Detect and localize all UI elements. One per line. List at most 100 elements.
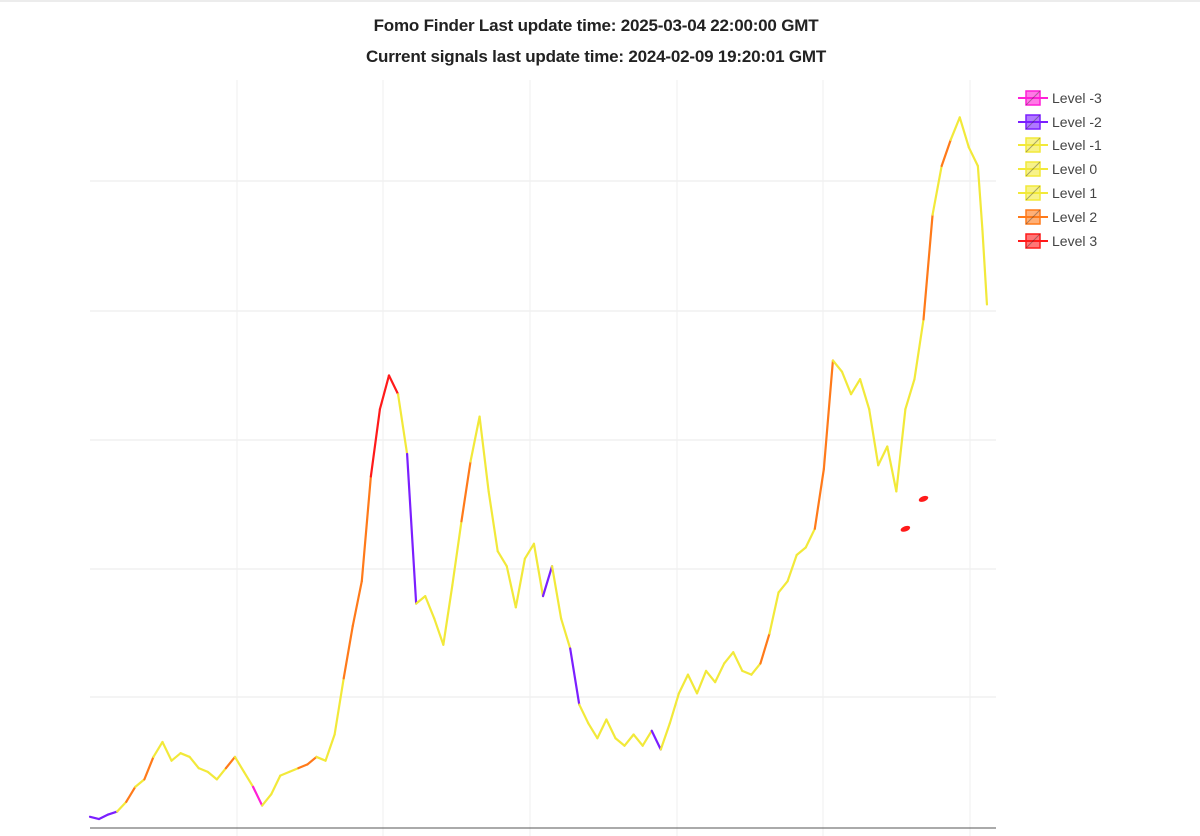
series-segment bbox=[487, 490, 499, 553]
series-segment bbox=[224, 755, 237, 770]
series-segment bbox=[931, 164, 943, 216]
series-segment bbox=[840, 370, 853, 396]
series-segment bbox=[523, 542, 536, 560]
series-segment bbox=[786, 553, 798, 583]
series-segment bbox=[469, 415, 481, 463]
series-segment bbox=[315, 755, 327, 762]
signal-highlight bbox=[900, 525, 911, 532]
legend-swatch-icon bbox=[1018, 113, 1048, 130]
legend-item[interactable]: Level -3 bbox=[1018, 86, 1102, 110]
title-line-2: Current signals last update time: 2024-0… bbox=[365, 47, 827, 66]
series-segment bbox=[741, 669, 753, 676]
series-segment bbox=[107, 810, 119, 816]
series-segment bbox=[605, 718, 617, 740]
legend-item[interactable]: Level 3 bbox=[1018, 229, 1102, 253]
legend-label: Level -3 bbox=[1052, 89, 1102, 106]
series-segment bbox=[442, 583, 454, 646]
series-segment bbox=[677, 673, 690, 695]
series-segment bbox=[560, 617, 572, 650]
series-segment bbox=[913, 318, 925, 381]
top-border bbox=[0, 0, 1200, 2]
series-segment bbox=[360, 475, 372, 583]
series-segment bbox=[550, 565, 563, 620]
signal-highlight bbox=[918, 495, 929, 502]
legend-label: Level -1 bbox=[1052, 137, 1102, 154]
legend-item[interactable]: Level 1 bbox=[1018, 181, 1102, 205]
series-segment bbox=[134, 778, 146, 788]
series-segment bbox=[704, 669, 717, 684]
series-segment bbox=[206, 770, 218, 781]
series-segment bbox=[732, 651, 744, 673]
series-segment bbox=[233, 755, 246, 774]
series-segment bbox=[179, 752, 191, 759]
legend-item[interactable]: Level -1 bbox=[1018, 134, 1102, 158]
series-segment bbox=[886, 445, 898, 493]
series-segment bbox=[297, 763, 309, 770]
series-segment bbox=[877, 445, 889, 467]
series-segment bbox=[822, 359, 835, 471]
series-segment bbox=[768, 591, 780, 635]
series-segment bbox=[406, 452, 418, 605]
series-segment bbox=[569, 647, 581, 706]
series-segment bbox=[306, 755, 318, 766]
series-segment bbox=[125, 785, 137, 803]
series-segment bbox=[723, 651, 735, 665]
series-segment bbox=[695, 669, 708, 695]
series-segment bbox=[659, 722, 671, 751]
series-segment bbox=[976, 164, 984, 231]
series-segment bbox=[342, 624, 354, 680]
legend-label: Level 2 bbox=[1052, 208, 1098, 225]
series-segment bbox=[587, 722, 599, 740]
series-segment bbox=[922, 213, 934, 321]
title-line-1: Fomo Finder Last update time: 2025-03-04… bbox=[373, 16, 819, 35]
series-segment bbox=[532, 542, 545, 598]
legend-item[interactable]: Level 2 bbox=[1018, 205, 1102, 229]
series-segment bbox=[451, 520, 463, 587]
series-segment bbox=[424, 595, 436, 620]
series-segment bbox=[152, 740, 164, 759]
series-segment bbox=[270, 774, 282, 796]
series-segment bbox=[415, 595, 427, 605]
series-segment bbox=[632, 733, 644, 747]
series-segment bbox=[242, 770, 255, 788]
series-segment bbox=[714, 662, 726, 684]
series-segment bbox=[324, 733, 336, 762]
series-segment bbox=[396, 393, 409, 456]
series-segment bbox=[668, 692, 681, 725]
series-segment bbox=[831, 359, 844, 373]
series-segment bbox=[116, 800, 128, 813]
legend-swatch-icon bbox=[1018, 209, 1048, 225]
series-segment bbox=[279, 770, 291, 777]
series-segment bbox=[288, 767, 300, 774]
legend-item[interactable]: Level 0 bbox=[1018, 157, 1102, 181]
series-segment bbox=[804, 527, 816, 549]
legend: Level -3 Level -2 Level -1 Level 0 Level 1 Le… bbox=[1018, 86, 1102, 253]
series-segment bbox=[88, 815, 101, 821]
chart-title: Fomo Finder Last update time: 2025-03-04… bbox=[0, 10, 1192, 72]
series-segment bbox=[460, 460, 472, 523]
series-segment bbox=[686, 673, 699, 695]
series-segment bbox=[895, 408, 907, 493]
series-segment bbox=[623, 733, 635, 747]
series-segment bbox=[858, 378, 871, 411]
grid bbox=[90, 80, 996, 836]
series-segment bbox=[541, 565, 554, 598]
legend-swatch-icon bbox=[1018, 161, 1048, 178]
series-segment bbox=[868, 408, 880, 467]
legend-item[interactable]: Level -2 bbox=[1018, 110, 1102, 134]
series-segment bbox=[478, 415, 490, 493]
series-segment bbox=[578, 703, 590, 725]
series-segment bbox=[170, 752, 182, 762]
series-segment bbox=[514, 557, 526, 609]
series-segment bbox=[958, 116, 970, 149]
legend-swatch-icon bbox=[1018, 90, 1048, 106]
series-segment bbox=[641, 729, 653, 747]
series-segment bbox=[251, 785, 264, 807]
series-segment bbox=[433, 617, 445, 646]
series-segment bbox=[378, 374, 391, 411]
series-segment bbox=[261, 793, 273, 807]
legend-label: Level 3 bbox=[1052, 232, 1098, 249]
series-segment bbox=[940, 138, 952, 168]
series-segment bbox=[967, 146, 979, 168]
